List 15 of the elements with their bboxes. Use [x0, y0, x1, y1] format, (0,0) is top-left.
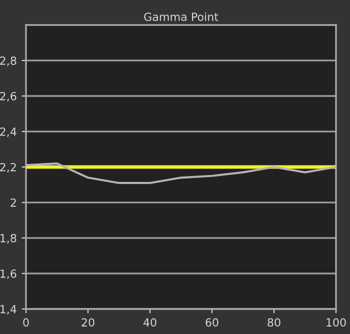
- y-tick-label: 2,4: [0, 127, 16, 138]
- y-tick-label: 1,6: [0, 269, 16, 280]
- y-tick-label: 2: [10, 198, 16, 207]
- x-tick-label: 80: [268, 318, 280, 327]
- x-tick-label: 0: [23, 318, 29, 327]
- chart-title: Gamma Point: [144, 12, 218, 21]
- y-tick-label: 2,8: [0, 56, 16, 66]
- x-tick-label: 20: [82, 318, 94, 327]
- y-tick-label: 2,6: [0, 92, 16, 102]
- y-tick-label: 1,8: [0, 234, 16, 244]
- y-tick-label: 1,4: [0, 305, 16, 315]
- x-tick-label: 60: [206, 318, 218, 327]
- x-tick-label: 40: [143, 318, 156, 327]
- x-tick-label: 100: [326, 318, 346, 327]
- y-tick-label: 2,2: [0, 162, 16, 173]
